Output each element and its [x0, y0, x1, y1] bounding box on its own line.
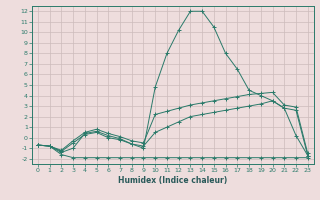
X-axis label: Humidex (Indice chaleur): Humidex (Indice chaleur): [118, 176, 228, 185]
